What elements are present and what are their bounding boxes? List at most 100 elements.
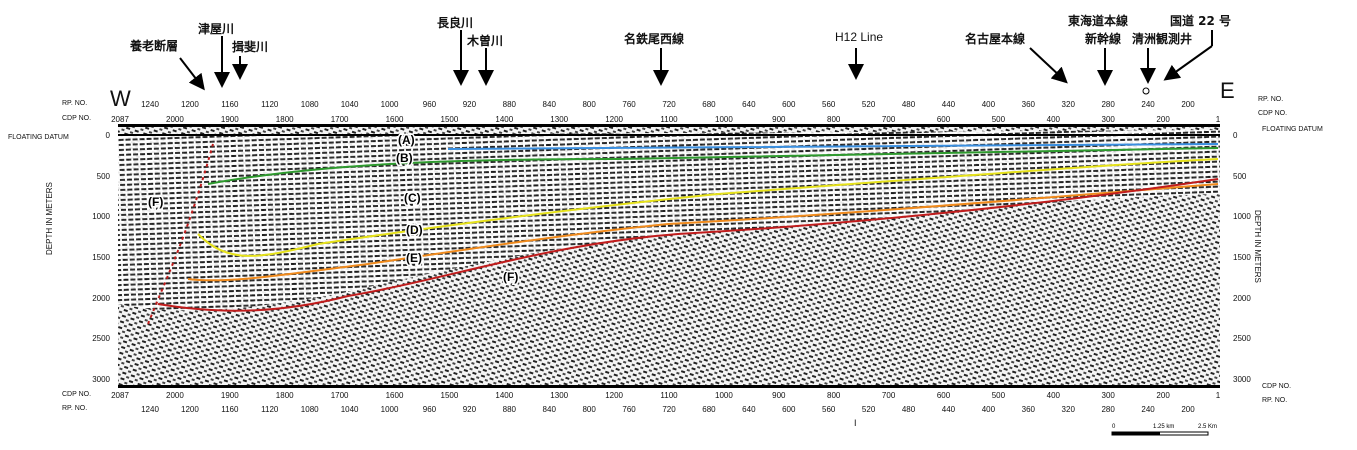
annotation-meitetsu-line: 名鉄尾西線 xyxy=(624,32,685,46)
depth-ticks-right: 0 500 1000 1500 2000 2500 3000 xyxy=(1225,0,1265,450)
annotation-tsuya-river: 津屋川 xyxy=(198,22,235,36)
rp-bot-tick: 1160 xyxy=(221,405,239,414)
cdp-no-label-top-right: CDP NO. xyxy=(1258,110,1288,117)
cdp-top-tick: 400 xyxy=(1046,115,1060,124)
cdp-tick-row-bottom: 2087 2000 1900 1800 1700 1600 1500 1400 1300 1200… xyxy=(0,391,1357,401)
rp-top-tick: 1120 xyxy=(261,100,279,109)
rp-bot-tick: 800 xyxy=(582,405,596,414)
rp-bot-tick: 760 xyxy=(622,405,636,414)
bottom-mark: I xyxy=(854,418,857,428)
scale-bar: 0 1.25 km 2.5 Km xyxy=(1111,424,1217,436)
top-frame xyxy=(118,124,1220,127)
rp-bot-tick: 600 xyxy=(782,405,796,414)
rp-bot-tick: 480 xyxy=(901,405,916,414)
seismic-section: (A) (B) (C) (D) (E) (F) (F) xyxy=(118,124,1220,388)
annotation-ibi-river: 揖斐川 xyxy=(232,40,269,54)
rp-top-tick: 720 xyxy=(662,100,676,109)
annotation-h12-line: H12 Line xyxy=(835,30,884,44)
rp-top-tick: 280 xyxy=(1101,100,1115,109)
cdp-bot-tick: 1100 xyxy=(660,391,678,400)
rp-bot-tick: 200 xyxy=(1181,405,1195,414)
rp-top-tick: 1080 xyxy=(300,100,319,109)
rp-bot-tick: 920 xyxy=(462,405,477,414)
cdp-bot-tick: 700 xyxy=(881,391,896,400)
scale-label-2-5: 2.5 Km xyxy=(1198,424,1217,430)
rp-bot-tick: 840 xyxy=(542,405,556,414)
rp-bot-tick: 960 xyxy=(422,405,437,414)
depth-right-tick: 500 xyxy=(1233,171,1247,181)
cdp-bot-tick: 500 xyxy=(991,391,1006,400)
rp-bot-tick: 280 xyxy=(1101,405,1115,414)
rp-top-tick: 400 xyxy=(981,100,996,109)
cdp-tick-row-top: 2087 2000 1900 1800 1700 1600 1500 1400 1300 1200… xyxy=(0,115,1357,125)
cdp-top-tick: 1 xyxy=(1215,115,1221,124)
rp-bot-tick: 1200 xyxy=(181,405,199,414)
rp-top-tick: 1200 xyxy=(181,100,199,109)
cdp-bot-tick: 900 xyxy=(772,391,786,400)
depth-left-tick: 2000 xyxy=(92,293,110,303)
cdp-top-tick: 1400 xyxy=(495,115,514,124)
depth-right-tick: 0 xyxy=(1233,131,1238,140)
cdp-bot-tick: 600 xyxy=(936,391,951,400)
depth-left-tick: 3000 xyxy=(92,375,110,384)
rp-top-tick: 600 xyxy=(782,100,796,109)
direction-west: W xyxy=(110,86,131,111)
rp-no-label-bottom-left: RP. NO. xyxy=(62,405,88,412)
depth-right-tick: 2500 xyxy=(1233,334,1251,344)
depth-right-tick: 2000 xyxy=(1233,293,1251,303)
cdp-bot-tick: 1600 xyxy=(385,391,404,400)
depth-right-tick: 1000 xyxy=(1233,212,1251,222)
rp-tick-row-bottom: 1240 1200 1160 1120 1080 1040 1000 960 920 880 840… xyxy=(0,405,1357,415)
cdp-bot-tick: 800 xyxy=(827,391,841,400)
cdp-no-label-top-left: CDP NO. xyxy=(62,115,92,122)
rp-top-tick: 800 xyxy=(582,100,596,109)
rp-bot-tick: 1040 xyxy=(340,405,359,414)
rp-top-tick: 200 xyxy=(1181,100,1195,109)
rp-top-tick: 1040 xyxy=(340,100,359,109)
depth-ticks-left: 0 500 1000 1500 2000 2500 3000 xyxy=(0,0,120,450)
rp-top-tick: 960 xyxy=(422,100,437,109)
annotation-nagara-river: 長良川 xyxy=(437,16,474,30)
cdp-top-tick: 1700 xyxy=(330,115,349,124)
kiyosu-well-marker xyxy=(1142,87,1150,95)
annotation-shinkansen: 新幹線 xyxy=(1085,32,1122,46)
fault-label-f-left: (F) xyxy=(148,195,163,209)
cdp-bot-tick: 2000 xyxy=(165,391,184,400)
cdp-top-tick: 2087 xyxy=(111,115,129,124)
depth-right-tick: 3000 xyxy=(1233,375,1251,384)
cdp-top-tick: 1200 xyxy=(605,115,623,124)
rp-tick-row-top: 1240 1200 1160 1120 1080 1040 1000 960 920 880 840… xyxy=(0,100,1357,110)
direction-east: E xyxy=(1220,78,1235,103)
rp-top-tick: 680 xyxy=(702,100,716,109)
cdp-bot-tick: 1700 xyxy=(330,391,349,400)
cdp-bot-tick: 1300 xyxy=(550,391,569,400)
annotation-arrows xyxy=(179,30,1213,95)
cdp-top-tick: 500 xyxy=(991,115,1006,124)
rp-bot-tick: 520 xyxy=(861,405,876,414)
rp-bot-tick: 320 xyxy=(1061,405,1075,414)
cdp-top-tick: 800 xyxy=(827,115,841,124)
rp-top-tick: 360 xyxy=(1021,100,1035,109)
cdp-bot-tick: 1 xyxy=(1215,391,1221,400)
horizon-e-line xyxy=(157,178,1219,312)
horizon-d-line xyxy=(187,183,1219,282)
rp-top-tick: 320 xyxy=(1061,100,1075,109)
rp-no-label-top-left: RP. NO. xyxy=(62,100,88,107)
cdp-bot-tick: 300 xyxy=(1101,391,1115,400)
rp-bot-tick: 640 xyxy=(742,405,756,414)
rp-bot-tick: 720 xyxy=(662,405,676,414)
horizon-c-label: (C) xyxy=(404,191,421,205)
annotation-yoro-fault: 養老断層 xyxy=(130,39,179,53)
arrow-yoro-fault xyxy=(179,57,205,91)
rp-bot-tick: 400 xyxy=(981,405,996,414)
rp-top-tick: 480 xyxy=(901,100,916,109)
rp-bot-tick: 360 xyxy=(1021,405,1035,414)
horizon-b-label: (B) xyxy=(396,151,413,165)
depth-left-tick: 500 xyxy=(96,171,110,181)
cdp-bot-tick: 400 xyxy=(1046,391,1060,400)
annotation-kiso-river: 木曽川 xyxy=(467,34,504,48)
annotation-nagoya-line: 名古屋本線 xyxy=(965,32,1026,46)
rp-bot-tick: 1000 xyxy=(380,405,399,414)
rp-top-tick: 880 xyxy=(502,100,516,109)
rp-bot-tick: 240 xyxy=(1141,405,1155,414)
